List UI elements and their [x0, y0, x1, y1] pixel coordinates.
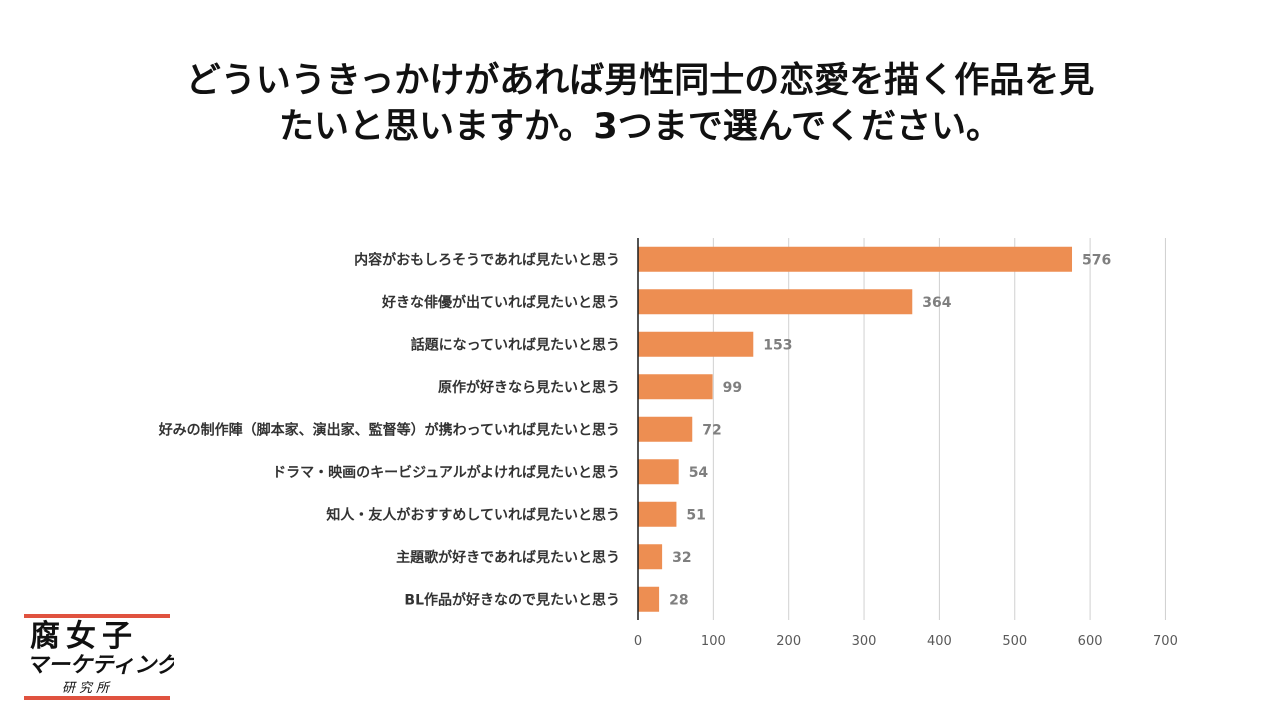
logo-text-line-1: 腐女子 [30, 619, 138, 654]
x-tick-label: 300 [852, 634, 877, 649]
data-label: 72 [702, 422, 721, 438]
data-label: 28 [669, 592, 688, 608]
bar [638, 331, 754, 357]
data-label: 99 [723, 380, 742, 396]
bar [638, 374, 713, 400]
x-tick-label: 100 [701, 634, 726, 649]
logo-text-line-3: 研究所 [62, 680, 113, 696]
bar [638, 289, 913, 315]
bar [638, 586, 660, 612]
data-label: 54 [689, 465, 709, 481]
x-tick-label: 200 [776, 634, 801, 649]
category-label: 知人・友人がおすすめしていれば見たいと思う [326, 506, 620, 523]
category-label: 内容がおもしろそうであれば見たいと思う [354, 251, 620, 268]
x-tick-label: 500 [1002, 634, 1027, 649]
data-label: 51 [686, 507, 705, 523]
category-label: 好みの制作陣（脚本家、演出家、監督等）が携わっていれば見たいと思う [158, 421, 620, 438]
category-label: 話題になっていれば見たいと思う [411, 336, 620, 353]
bar [638, 459, 679, 485]
x-tick-label: 400 [927, 634, 952, 649]
category-label: 好きな俳優が出ていれば見たいと思う [381, 294, 620, 311]
chart-title-line-2: たいと思いますか。3つまで選んでください。 [279, 107, 1001, 147]
category-labels: 内容がおもしろそうであれば見たいと思う好きな俳優が出ていれば見たいと思う話題にな… [158, 251, 620, 608]
bar [638, 416, 693, 442]
data-labels: 576 364 153 99 72 54 51 32 28 [669, 252, 1111, 608]
data-label: 153 [763, 337, 792, 353]
chart-title-line-1: どういうきっかけがあれば男性同士の恋愛を描く作品を見 [185, 61, 1095, 101]
data-label: 576 [1082, 252, 1111, 268]
x-axis-tick-labels: 0 100 200 300 400 500 600 700 [634, 634, 1178, 649]
x-tick-label: 600 [1078, 634, 1103, 649]
bar [638, 501, 677, 527]
bar [638, 544, 663, 570]
logo: 腐女子 マーケティング 研究所 [24, 614, 174, 700]
bars [638, 246, 1073, 612]
data-label: 32 [672, 550, 691, 566]
chart-title: どういうきっかけがあれば男性同士の恋愛を描く作品を見 たいと思いますか。3つまで… [0, 58, 1280, 150]
logo-bottom-bar [24, 696, 170, 700]
x-tick-label: 700 [1153, 634, 1178, 649]
x-tick-label: 0 [634, 634, 642, 649]
bar [638, 246, 1073, 272]
data-label: 364 [922, 295, 951, 311]
category-label: 原作が好きなら見たいと思う [438, 379, 620, 396]
category-label: 主題歌が好きであれば見たいと思う [396, 549, 620, 566]
category-label: ドラマ・映画のキービジュアルがよければ見たいと思う [272, 464, 620, 481]
category-label: BL作品が好きなので見たいと思う [404, 591, 620, 608]
logo-top-bar [24, 614, 170, 618]
logo-text-line-2: マーケティング [26, 653, 174, 678]
